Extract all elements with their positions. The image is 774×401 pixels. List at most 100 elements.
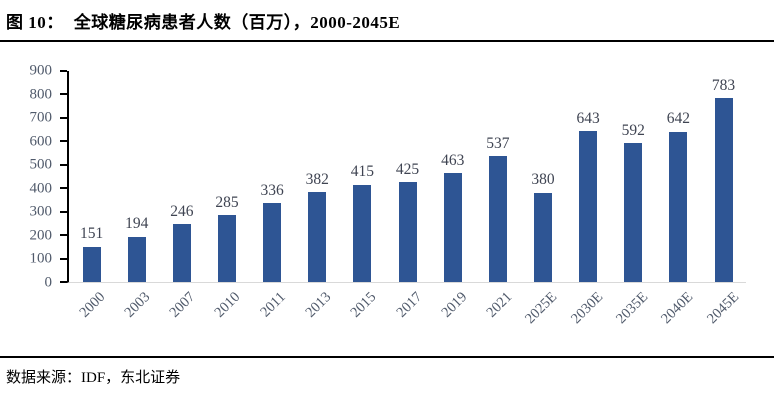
x-tick-cell: 2025E (520, 284, 565, 346)
bar (533, 192, 552, 282)
bar (488, 156, 507, 282)
bar-group-2035E: 592 (611, 71, 656, 282)
x-tick-label: 2011 (257, 289, 290, 321)
bar (263, 203, 282, 282)
y-tick-label: 300 (29, 203, 53, 220)
y-tick-mark (60, 187, 67, 190)
y-tick-mark (60, 163, 67, 166)
bar-group-2013: 382 (295, 71, 340, 282)
x-tick-cell: 2021 (474, 284, 519, 346)
bar-value-label: 336 (260, 181, 284, 199)
bar-group-2011: 336 (250, 71, 295, 282)
bar-value-label: 380 (531, 171, 555, 189)
x-tick-cell: 2011 (248, 284, 293, 346)
y-tick-mark (60, 257, 67, 260)
bar-value-label: 425 (395, 160, 420, 178)
bar-group-2040E: 642 (656, 71, 701, 282)
bar (217, 215, 236, 282)
x-tick-label: 2015 (347, 289, 380, 321)
x-tick-label: 2030E (567, 289, 606, 328)
bar (443, 173, 462, 282)
x-tick-cell: 2000 (67, 284, 112, 346)
bar-group-2017: 425 (385, 71, 430, 282)
bar (127, 236, 146, 282)
x-tick-cell: 2035E (610, 284, 655, 346)
bar (353, 184, 372, 282)
y-tick-label: 400 (29, 180, 53, 197)
bar-group-2045E: 783 (701, 71, 746, 282)
x-tick-label: 2035E (613, 289, 652, 328)
figure-number-label: 图 10： (6, 13, 64, 32)
y-axis: 900 800 700 600 500 400 300 200 100 0 (2, 63, 53, 290)
y-tick-label: 100 (29, 250, 53, 267)
bar-group-2007: 246 (159, 71, 204, 282)
bar (714, 98, 733, 282)
bar (624, 143, 643, 282)
source-note: 数据来源：IDF，东北证券 (6, 370, 181, 386)
bar-value-label: 246 (170, 202, 194, 220)
title-divider (0, 40, 774, 42)
bar-value-label: 783 (711, 76, 736, 94)
x-tick-label: 2025E (522, 289, 561, 328)
y-tick-mark (60, 140, 67, 143)
bar-value-label: 415 (350, 163, 375, 181)
bar-value-label: 285 (215, 193, 239, 211)
x-tick-label: 2000 (76, 289, 108, 321)
x-tick-cell: 2007 (158, 284, 203, 346)
x-tick-label: 2017 (392, 289, 425, 321)
y-tick-mark (60, 234, 67, 237)
y-tick-label: 600 (29, 133, 53, 150)
x-tick-cell: 2003 (112, 284, 157, 346)
bar-group-2010: 285 (204, 71, 249, 282)
bar-group-2025E: 380 (520, 71, 565, 282)
plot-area: 151 194 246 285 336 382 415 425 463 537 380 643 592 6… (60, 70, 746, 283)
bar (669, 131, 688, 282)
x-tick-label: 2010 (211, 289, 244, 321)
bar-value-label: 382 (305, 170, 329, 188)
x-tick-label: 2019 (438, 289, 471, 321)
x-tick-label: 2003 (121, 289, 154, 321)
x-tick-cell: 2010 (203, 284, 248, 346)
bar-value-label: 151 (79, 225, 104, 243)
bar-group-2015: 415 (340, 71, 385, 282)
figure-title: 图 10： 全球糖尿病患者人数（百万），2000-2045E (6, 8, 400, 33)
y-tick-mark (60, 281, 67, 283)
x-tick-label: 2007 (166, 289, 199, 321)
x-tick-label: 2021 (483, 289, 516, 321)
x-tick-cell: 2040E (655, 284, 700, 346)
bar (172, 224, 191, 282)
bar (308, 192, 327, 282)
y-tick-mark (60, 70, 67, 72)
bar-value-label: 463 (441, 151, 465, 169)
bar-group-2003: 194 (114, 71, 159, 282)
bar (398, 182, 417, 282)
x-tick-cell: 2019 (429, 284, 474, 346)
x-tick-label: 2013 (302, 289, 335, 321)
bar-value-label: 537 (486, 134, 510, 152)
bar (579, 131, 598, 282)
bar-value-label: 592 (621, 121, 645, 139)
y-tick-label: 200 (29, 227, 53, 244)
y-tick-mark (60, 116, 67, 119)
bar-value-label: 642 (666, 110, 691, 127)
bar-group-2030E: 643 (566, 71, 611, 282)
y-tick-mark (60, 93, 67, 96)
x-tick-cell: 2030E (565, 284, 610, 346)
x-tick-cell: 2013 (293, 284, 338, 346)
bar-group-2000: 151 (69, 71, 114, 282)
x-tick-label: 2045E (703, 289, 742, 328)
y-tick-label: 700 (29, 109, 53, 126)
y-tick-label: 900 (29, 62, 53, 79)
bar-value-label: 643 (576, 109, 600, 127)
bar-group-2021: 537 (475, 71, 520, 282)
y-tick-label: 800 (29, 86, 53, 103)
y-tick-mark (60, 210, 67, 213)
bar-value-label: 194 (125, 215, 149, 233)
bar-group-2019: 463 (430, 71, 475, 282)
x-tick-cell: 2015 (339, 284, 384, 346)
footer-divider (0, 356, 774, 358)
figure-title-text: 全球糖尿病患者人数（百万），2000-2045E (73, 13, 401, 32)
y-tick-label: 500 (29, 156, 53, 173)
x-tick-cell: 2045E (701, 284, 746, 346)
